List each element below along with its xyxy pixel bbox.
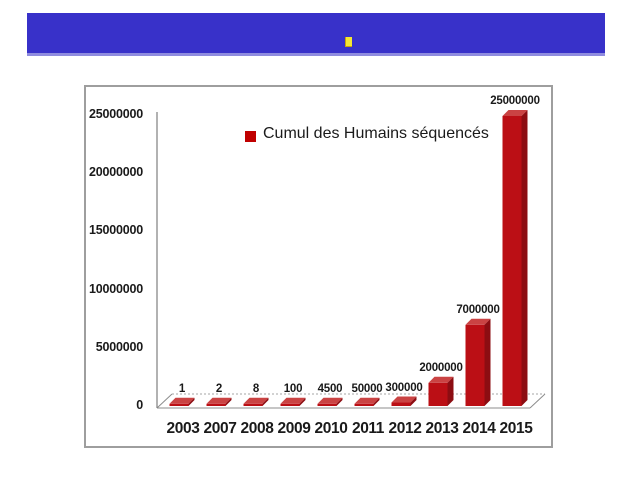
- x-axis-label-2014: 2014: [462, 420, 496, 437]
- x-axis-label-2015: 2015: [499, 420, 533, 437]
- bar-side-face: [484, 318, 491, 406]
- bar-top-face: [206, 397, 232, 404]
- bar-2007: [206, 397, 232, 406]
- bar-2010: [317, 397, 343, 406]
- bar-2003: [169, 397, 195, 406]
- bar-front-face: [169, 403, 189, 406]
- x-axis-label-2003: 2003: [166, 420, 200, 437]
- bar-top-face: [428, 376, 454, 383]
- bar-side-face: [225, 397, 232, 406]
- bar-front-face: [428, 382, 448, 406]
- y-tick-label: 25000000: [88, 107, 143, 121]
- banner-bullet-marker: [345, 37, 352, 47]
- bar-front-face: [502, 116, 522, 406]
- y-tick-label: 0: [136, 398, 143, 412]
- legend-label: Cumul des Humains séquencés: [263, 125, 489, 142]
- bar-top-face: [317, 397, 343, 404]
- bar-side-face: [521, 110, 528, 406]
- bar-side-face: [262, 397, 269, 406]
- bar-value-label: 2: [215, 382, 223, 395]
- bar-front-face: [354, 403, 374, 406]
- bar-2012: [391, 396, 417, 406]
- bar-value-label: 1: [178, 382, 186, 395]
- x-axis-label-2010: 2010: [314, 420, 348, 437]
- bar-value-label: 50000: [351, 382, 383, 395]
- bar-front-face: [317, 403, 337, 406]
- bar-2009: [280, 397, 306, 406]
- floor-right-edge: [529, 393, 546, 409]
- y-tick-label: 5000000: [95, 340, 143, 354]
- x-axis-label-2011: 2011: [351, 420, 385, 437]
- bar-value-label: 8: [252, 382, 260, 395]
- bar-top-face: [465, 318, 491, 325]
- bar-top-face: [502, 110, 528, 116]
- bar-side-face: [336, 397, 343, 406]
- bar-top-face: [391, 396, 417, 403]
- bar-2008: [243, 397, 269, 406]
- bar-value-label: 100: [283, 382, 303, 395]
- bar-value-label: 300000: [385, 381, 423, 394]
- title-banner: [27, 13, 605, 56]
- bar-2015: [502, 110, 528, 406]
- y-tick-label: 20000000: [88, 165, 143, 179]
- x-axis-label-2008: 2008: [240, 420, 274, 437]
- bar-value-label: 7000000: [456, 303, 500, 316]
- y-tick-label: 15000000: [88, 223, 143, 237]
- x-axis-label-2013: 2013: [425, 420, 459, 437]
- bar-value-label: 2000000: [419, 361, 463, 374]
- bar-side-face: [299, 397, 306, 406]
- bar-2011: [354, 397, 380, 406]
- y-tick-label: 10000000: [88, 282, 143, 296]
- bar-front-face: [243, 403, 263, 406]
- bar-front-face: [391, 402, 411, 406]
- bar-value-label: 25000000: [490, 95, 540, 107]
- bar-top-face: [354, 397, 380, 404]
- bar-top-face: [169, 397, 195, 404]
- bar-side-face: [410, 396, 417, 406]
- legend-marker-icon: [245, 131, 256, 142]
- bar-side-face: [188, 397, 195, 406]
- bar-chart-plot: [156, 110, 546, 409]
- bar-front-face: [465, 324, 485, 406]
- chart-frame: Cumul des Humains séquencés 25000000 2000…: [84, 85, 553, 448]
- bar-2014: [465, 318, 491, 406]
- bar-top-face: [243, 397, 269, 404]
- bar-side-face: [447, 376, 454, 406]
- bar-front-face: [280, 403, 300, 406]
- bar-2013: [428, 376, 454, 406]
- x-axis-label-2012: 2012: [388, 420, 422, 437]
- bar-top-face: [280, 397, 306, 404]
- bar-front-face: [206, 403, 226, 406]
- bar-value-label: 4500: [317, 382, 343, 395]
- floor-left-edge: [156, 393, 173, 409]
- bar-side-face: [373, 397, 380, 406]
- x-axis-label-2007: 2007: [203, 420, 237, 437]
- x-axis-label-2009: 2009: [277, 420, 311, 437]
